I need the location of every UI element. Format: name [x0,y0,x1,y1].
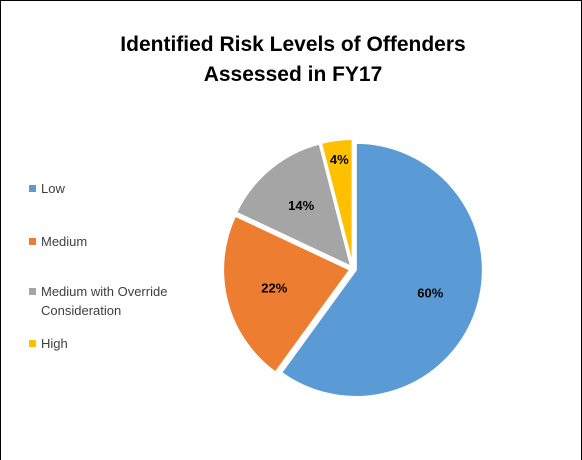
legend-swatch [29,340,36,347]
data-label: 60% [417,286,443,301]
legend-item: Medium [29,232,204,251]
pie-slice [234,142,353,269]
pie-slice [279,141,484,398]
pie-slice [222,214,352,374]
legend-label: High [41,336,68,351]
legend-label: Medium with Override Consideration [41,284,168,318]
legend-swatch [29,238,36,245]
data-label: 22% [261,281,287,296]
legend-label: Medium [41,234,88,249]
legend-label: Low [41,181,65,196]
legend-swatch [29,288,36,295]
pie-slice [319,138,354,267]
data-label: 14% [288,198,314,213]
chart-title: Assessed in FY17 [204,63,383,86]
legend-item: Medium with Override Consideration [29,282,204,320]
legend-item: Low [29,179,204,198]
chart-title: Identified Risk Levels of Offenders [120,33,465,56]
legend-swatch [29,185,36,192]
legend-item: High [29,334,204,353]
data-label: 4% [330,152,349,167]
